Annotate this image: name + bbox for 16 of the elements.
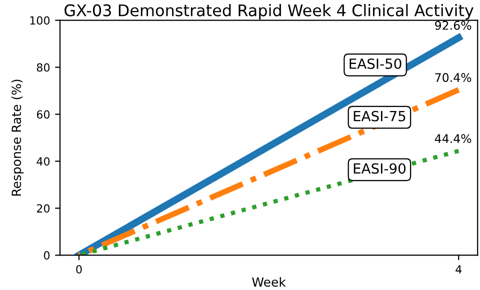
annotation: EASI-90 xyxy=(354,163,406,174)
x-axis-title: Week xyxy=(252,277,286,287)
chart-title: GX-03 Demonstrated Rapid Week 4 Clinical Activity xyxy=(64,4,474,20)
y-axis-title: Response Rate (%) xyxy=(11,80,24,196)
y-tick-label: 100 xyxy=(30,16,50,25)
y-tick-label: 40 xyxy=(36,157,50,166)
data-label: 92.6% xyxy=(435,20,472,30)
y-tick-label: 20 xyxy=(36,204,50,213)
annotation: EASI-50 xyxy=(350,58,402,69)
x-tick-label: 4 xyxy=(456,265,462,274)
y-tick-label: 0 xyxy=(44,251,50,260)
data-label: 70.4% xyxy=(435,73,472,82)
data-label: 44.4% xyxy=(434,134,472,144)
y-tick-label: 60 xyxy=(36,110,50,119)
annotation: EASI-75 xyxy=(354,110,406,122)
y-tick-label: 80 xyxy=(36,63,50,72)
